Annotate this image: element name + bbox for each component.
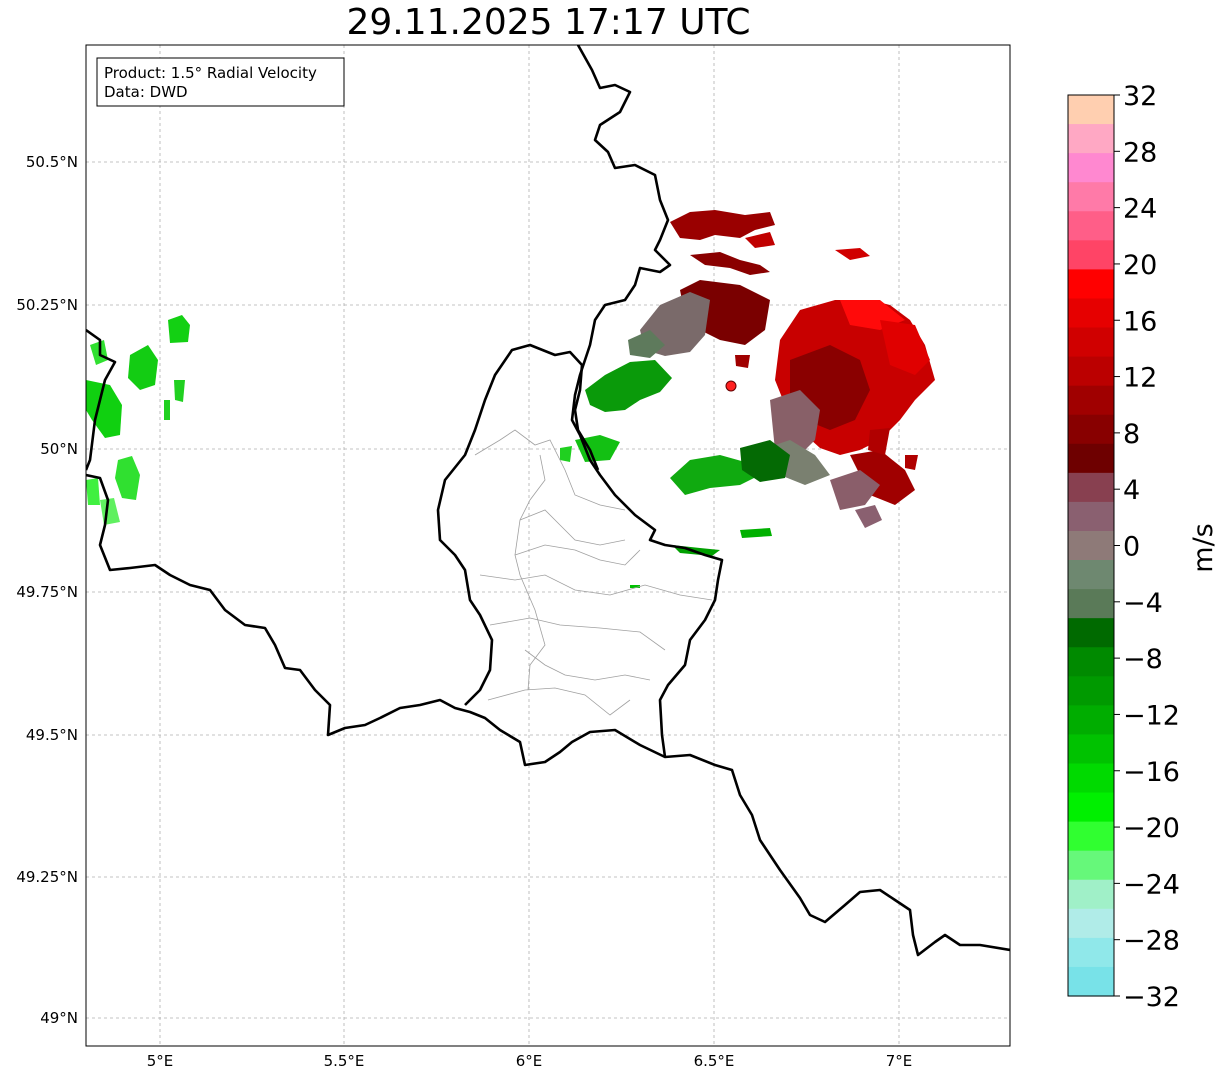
colorbar-tick-label: 8	[1123, 419, 1140, 450]
colorbar	[1068, 95, 1114, 997]
colorbar-segment	[1068, 327, 1114, 358]
gridlines	[86, 45, 1010, 1046]
colorbar-ticks: 32 28 24 20 16 12 8 4 0 −4 −8 −12 −16 −20 −24 −28 −32	[1114, 81, 1180, 1013]
colorbar-tick-label: 32	[1123, 81, 1157, 112]
colorbar-segment	[1068, 269, 1114, 300]
colorbar-segment	[1068, 124, 1114, 154]
y-tick-label: 50.5°N	[26, 153, 78, 171]
colorbar-segment	[1068, 153, 1114, 183]
colorbar-segment	[1068, 792, 1114, 823]
colorbar-tick-label: 0	[1123, 532, 1140, 563]
colorbar-tick-label: −20	[1123, 813, 1180, 844]
colorbar-segment	[1068, 414, 1114, 445]
colorbar-segment	[1068, 501, 1114, 532]
x-axis-ticks: 5°E 5.5°E 6°E 6.5°E 7°E	[147, 1052, 913, 1070]
colorbar-tick-label: −24	[1123, 869, 1180, 900]
colorbar-tick-label: 16	[1123, 306, 1157, 337]
x-tick-label: 5.5°E	[324, 1052, 365, 1070]
colorbar-segment	[1068, 530, 1114, 561]
colorbar-unit-label: m/s	[1188, 523, 1219, 572]
info-product: Product: 1.5° Radial Velocity	[104, 64, 317, 82]
y-tick-label: 49.25°N	[16, 868, 78, 886]
colorbar-segment	[1068, 95, 1114, 125]
colorbar-tick-label: −16	[1123, 757, 1180, 788]
colorbar-segment	[1068, 966, 1114, 997]
map-title: 29.11.2025 17:17 UTC	[346, 2, 751, 43]
colorbar-segment	[1068, 240, 1114, 270]
colorbar-segment	[1068, 647, 1114, 677]
y-tick-label: 50.25°N	[16, 296, 78, 314]
colorbar-segment	[1068, 443, 1114, 474]
admin-borders	[474, 429, 713, 716]
colorbar-segment	[1068, 356, 1114, 387]
radar-site-marker	[725, 380, 737, 392]
national-borders	[86, 45, 1010, 957]
colorbar-tick-label: 12	[1123, 363, 1157, 394]
x-tick-label: 6.5°E	[694, 1052, 735, 1070]
radar-echoes-neutral	[628, 292, 882, 528]
colorbar-tick-label: 20	[1123, 250, 1157, 281]
y-tick-label: 49°N	[40, 1009, 78, 1027]
y-axis-ticks: 50.5°N 50.25°N 50°N 49.75°N 49.5°N 49.25…	[16, 153, 78, 1027]
colorbar-segment	[1068, 298, 1114, 329]
colorbar-tick-label: −12	[1123, 700, 1180, 731]
colorbar-segment	[1068, 821, 1114, 852]
y-tick-label: 49.5°N	[26, 726, 78, 744]
colorbar-tick-label: −4	[1123, 588, 1163, 619]
colorbar-segment	[1068, 472, 1114, 503]
colorbar-segment	[1068, 763, 1114, 794]
colorbar-tick-label: −8	[1123, 644, 1163, 675]
colorbar-tick-label: 4	[1123, 475, 1140, 506]
colorbar-segment	[1068, 589, 1114, 619]
colorbar-segment	[1068, 182, 1114, 212]
colorbar-tick-label: −28	[1123, 926, 1180, 957]
colorbar-segment	[1068, 734, 1114, 765]
colorbar-segment	[1068, 937, 1114, 968]
colorbar-tick-label: 24	[1123, 194, 1157, 225]
colorbar-tick-label: −32	[1123, 982, 1180, 1013]
colorbar-segment	[1068, 385, 1114, 416]
colorbar-segment	[1068, 676, 1114, 706]
plot-frame	[85, 44, 1011, 1047]
y-tick-label: 50°N	[40, 440, 78, 458]
x-tick-label: 6°E	[516, 1052, 543, 1070]
colorbar-segment	[1068, 850, 1114, 881]
x-tick-label: 7°E	[886, 1052, 913, 1070]
y-tick-label: 49.75°N	[16, 583, 78, 601]
info-data-source: Data: DWD	[104, 83, 188, 101]
colorbar-tick-label: 28	[1123, 137, 1157, 168]
colorbar-segment	[1068, 879, 1114, 910]
x-tick-label: 5°E	[147, 1052, 174, 1070]
info-box: Product: 1.5° Radial Velocity Data: DWD	[96, 57, 345, 107]
colorbar-segment	[1068, 618, 1114, 648]
colorbar-segment	[1068, 705, 1114, 736]
colorbar-segment	[1068, 908, 1114, 939]
colorbar-segment	[1068, 211, 1114, 241]
colorbar-segment	[1068, 560, 1114, 590]
